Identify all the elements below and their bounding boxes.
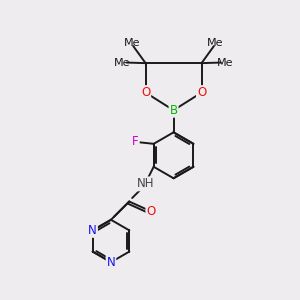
Text: NH: NH xyxy=(137,177,154,190)
Text: O: O xyxy=(197,86,206,99)
Text: Me: Me xyxy=(207,38,224,47)
Text: B: B xyxy=(169,104,178,117)
Text: Me: Me xyxy=(217,58,233,68)
Text: Me: Me xyxy=(124,38,140,47)
Text: N: N xyxy=(106,256,115,269)
Text: F: F xyxy=(132,135,139,148)
Text: O: O xyxy=(141,86,150,99)
Text: Me: Me xyxy=(114,58,130,68)
Text: N: N xyxy=(88,224,97,237)
Text: O: O xyxy=(146,205,156,218)
